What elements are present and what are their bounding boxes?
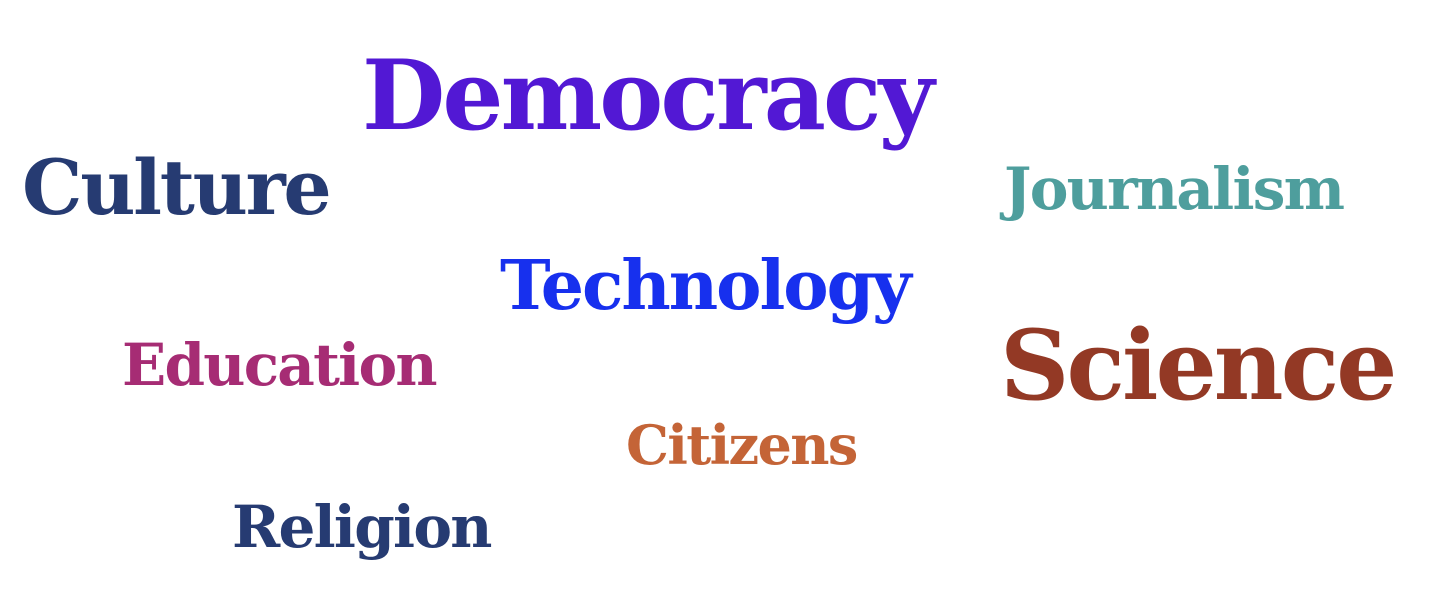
word-science[interactable]: Science <box>1000 309 1397 422</box>
word-democracy[interactable]: Democracy <box>362 39 934 152</box>
word-journalism[interactable]: Journalism <box>1004 155 1345 223</box>
word-religion[interactable]: Religion <box>232 493 492 561</box>
word-education[interactable]: Education <box>122 331 438 399</box>
word-technology[interactable]: Technology <box>500 246 912 326</box>
word-citizens[interactable]: Citizens <box>626 413 858 477</box>
word-culture[interactable]: Culture <box>22 143 332 232</box>
